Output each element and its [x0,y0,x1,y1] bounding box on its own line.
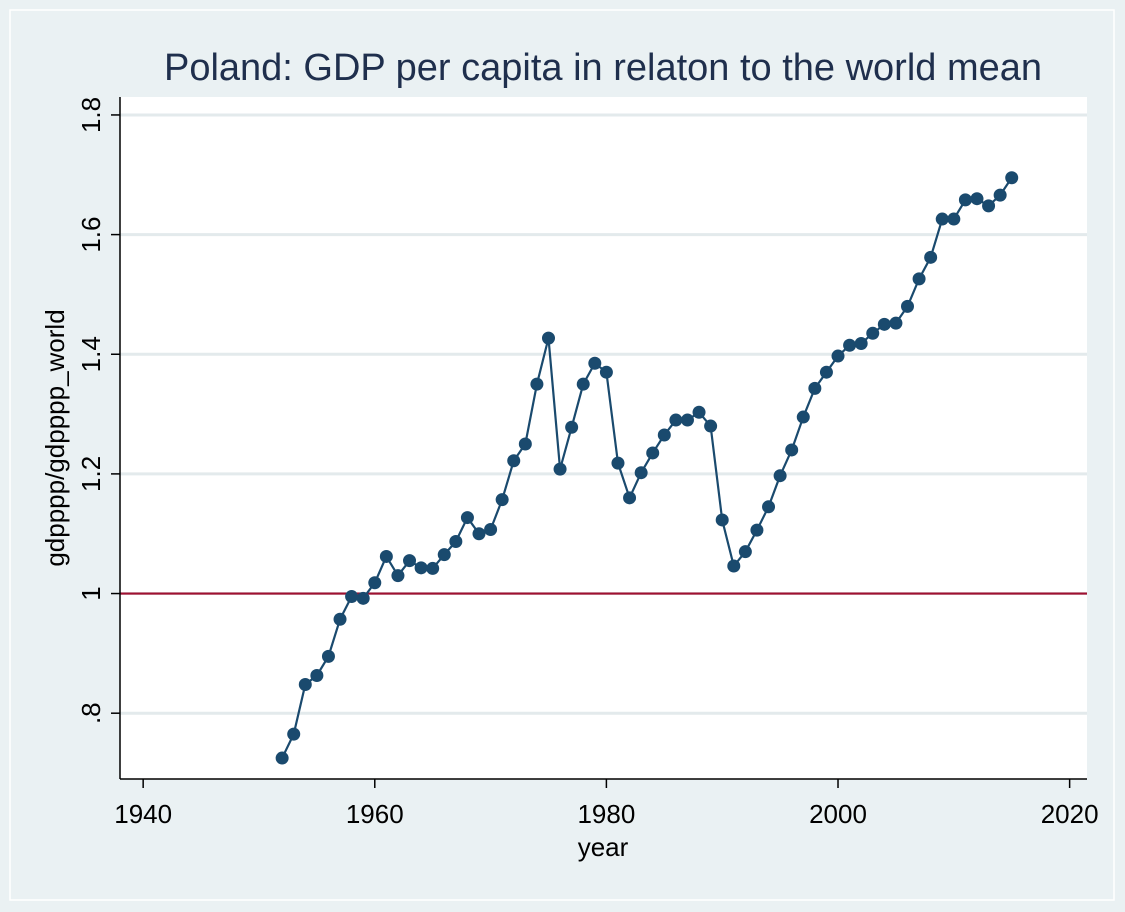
data-point [426,561,440,575]
plot-area [120,97,1087,779]
x-tick-label: 1960 [346,799,404,829]
data-point [900,299,914,313]
data-point [623,491,637,505]
data-point [692,405,706,419]
data-point [472,527,486,541]
y-tick-label: 1.8 [76,97,106,133]
x-tick-label: 2020 [1041,799,1099,829]
data-point [947,212,961,226]
chart-title: Poland: GDP per capita in relaton to the… [164,47,1042,89]
data-point [970,192,984,206]
data-point [831,349,845,363]
data-point [530,377,544,391]
data-point [773,469,787,483]
data-point [912,272,926,286]
data-point [611,456,625,470]
data-point [819,365,833,379]
y-tick-label: 1 [76,586,106,600]
data-point [287,727,301,741]
data-point [877,317,891,331]
data-point [518,437,532,451]
outer-border [9,9,1115,901]
data-point [715,513,729,527]
data-point [796,410,810,424]
data-point [588,356,602,370]
data-point [935,212,949,226]
y-tick-label: .8 [76,702,106,724]
data-point [345,590,359,604]
data-point [854,336,868,350]
data-point [646,446,660,460]
x-axis-label: year [578,832,629,862]
data-point [310,669,324,683]
data-point [449,534,463,548]
data-point [553,462,567,476]
data-point [889,316,903,330]
data-point [541,331,555,345]
y-ticks: .8 1 1.2 1.4 1.6 1.8 [76,97,120,724]
data-point [484,523,498,537]
data-point [507,454,521,468]
axes [119,97,1087,780]
data-point [808,381,822,395]
data-point [495,493,509,507]
y-tick-label: 1.6 [76,217,106,253]
data-point [356,591,370,605]
data-point [785,443,799,457]
data-point [657,428,671,442]
data-point [379,549,393,563]
data-point [750,523,764,537]
y-axis-label: gdpppp/gdpppp_world [40,309,70,566]
data-point [843,338,857,352]
data-point [599,365,613,379]
data-point [414,561,428,575]
data-point [669,413,683,427]
data-point [982,199,996,213]
data-point [866,326,880,340]
data-point [275,751,289,765]
data-point [391,569,405,583]
data-point [738,545,752,559]
x-ticks: 1940 1960 1980 2000 2020 [114,779,1099,829]
data-point [958,193,972,207]
data-point [576,377,590,391]
x-tick-label: 2000 [809,799,867,829]
data-point [993,188,1007,202]
data-point [1005,171,1019,185]
series-group [275,171,1019,765]
data-point [368,576,382,590]
data-point [762,500,776,514]
x-tick-label: 1980 [577,799,635,829]
data-point [333,612,347,626]
data-point [565,420,579,434]
data-point [460,511,474,525]
y-tick-label: 1.2 [76,456,106,492]
data-point [437,548,451,562]
data-point [321,649,335,663]
data-point [704,419,718,433]
data-point [403,554,417,568]
data-point [727,559,741,573]
data-point [298,677,312,691]
data-point [680,413,694,427]
y-tick-label: 1.4 [76,336,106,372]
x-tick-label: 1940 [114,799,172,829]
data-point [634,466,648,480]
data-point [924,250,938,264]
